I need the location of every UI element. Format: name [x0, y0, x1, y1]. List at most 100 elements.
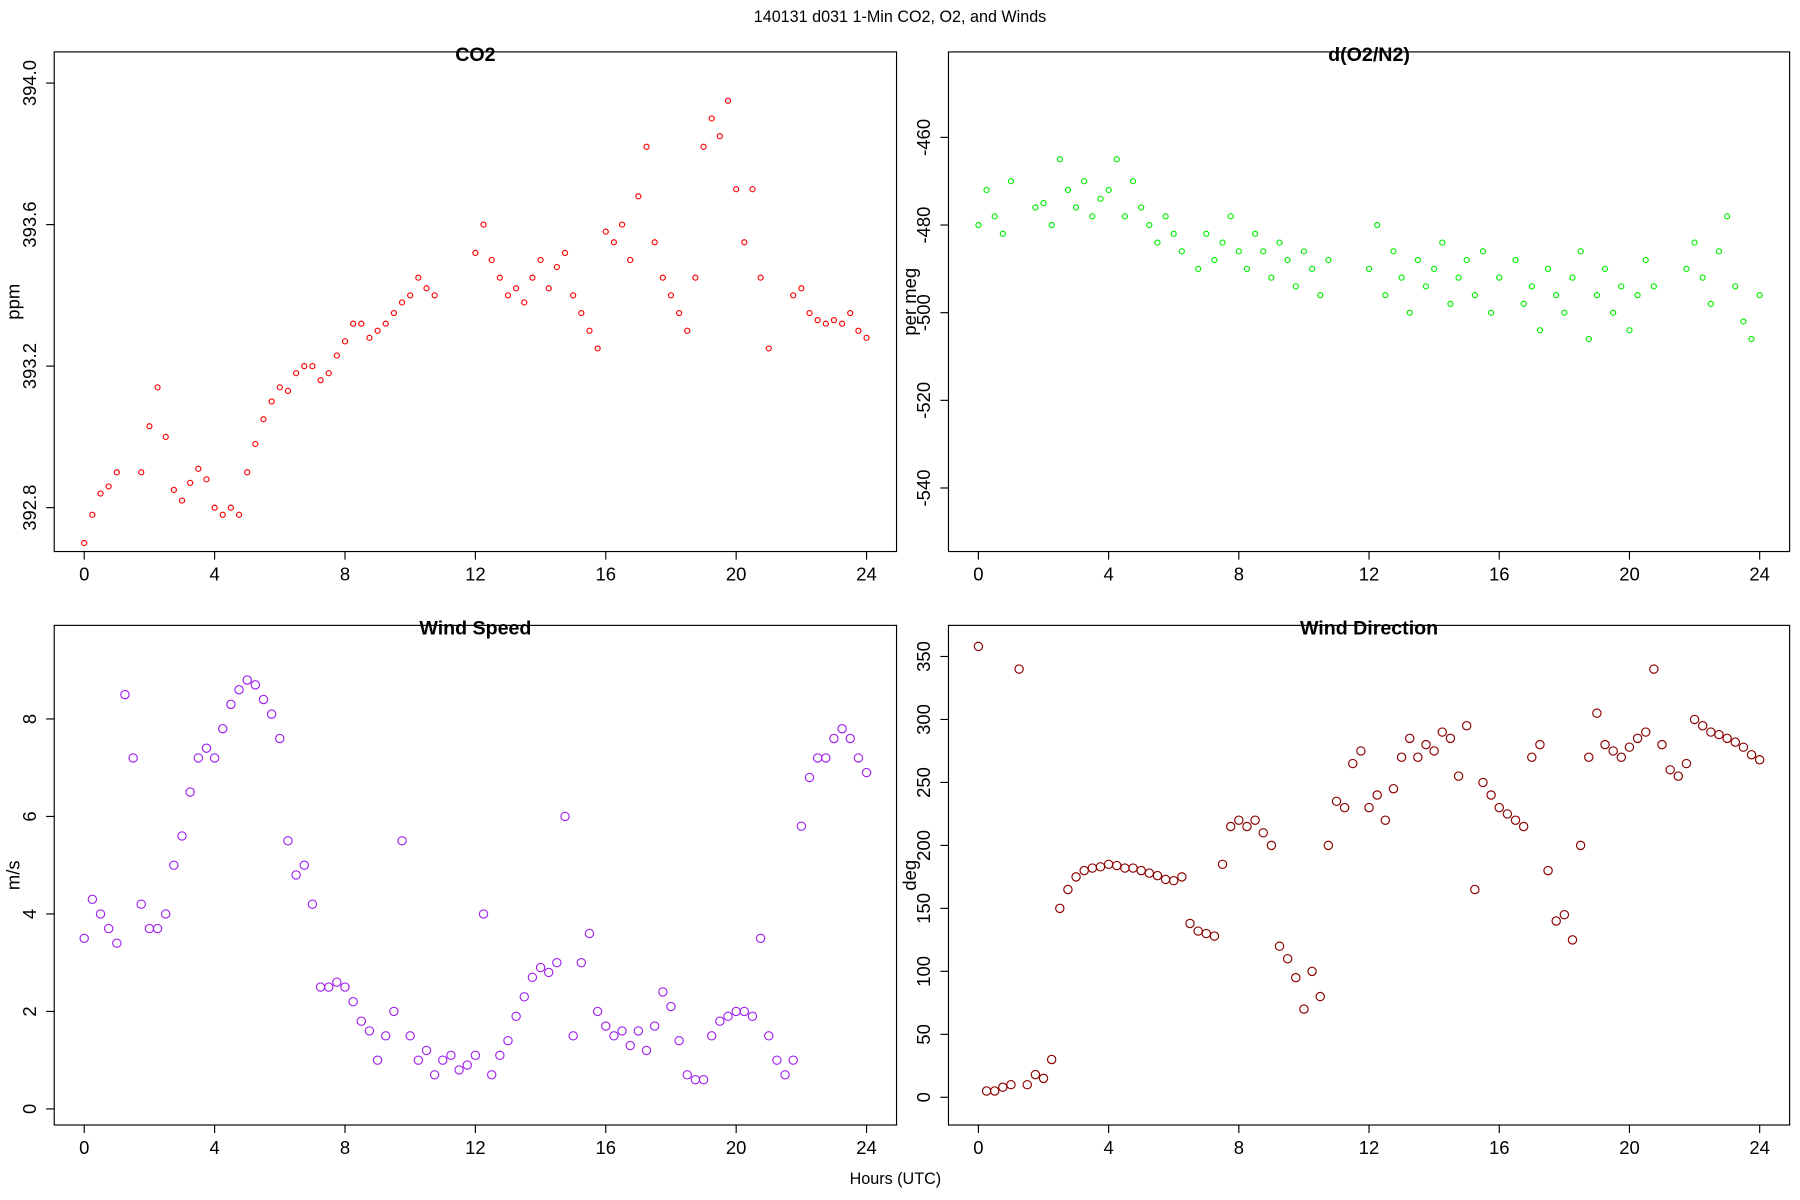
point — [1681, 758, 1692, 769]
point — [340, 982, 350, 992]
y-axis-label: ppm — [3, 284, 24, 320]
point — [1730, 737, 1740, 747]
point — [1120, 863, 1130, 873]
point — [275, 733, 285, 744]
point — [1292, 283, 1299, 290]
point — [488, 256, 495, 264]
point — [989, 1086, 1000, 1096]
point — [1746, 749, 1757, 760]
point — [1274, 941, 1285, 951]
y-tick-label: 250 — [913, 767, 934, 798]
point — [1152, 870, 1163, 881]
point — [1185, 918, 1195, 929]
point — [95, 909, 106, 919]
point — [837, 723, 847, 734]
point — [1601, 265, 1609, 272]
point — [1388, 784, 1399, 794]
point — [1567, 935, 1578, 945]
x-tick-label: 12 — [465, 1137, 486, 1158]
point — [633, 1026, 644, 1036]
x-tick-label: 20 — [1619, 563, 1640, 584]
point — [999, 230, 1006, 237]
x-tick-label: 20 — [726, 563, 747, 584]
point — [405, 1031, 415, 1041]
point — [1657, 739, 1667, 750]
point — [1300, 248, 1308, 255]
point — [211, 504, 218, 511]
point — [1348, 758, 1358, 769]
point — [609, 1031, 619, 1041]
point — [1470, 884, 1480, 895]
point — [374, 327, 381, 334]
point — [649, 1021, 660, 1031]
point — [1136, 865, 1146, 876]
point — [1087, 863, 1098, 873]
point — [1266, 840, 1277, 851]
point — [1431, 265, 1438, 272]
point — [1284, 256, 1291, 264]
point — [659, 274, 666, 281]
point — [1291, 972, 1301, 983]
point — [1512, 256, 1519, 264]
point — [103, 923, 114, 934]
point — [788, 1055, 798, 1065]
point — [1715, 248, 1723, 255]
point — [504, 292, 512, 299]
point — [423, 285, 430, 292]
point — [283, 836, 293, 846]
point — [1691, 239, 1698, 246]
point — [1642, 256, 1649, 264]
point — [1535, 739, 1545, 750]
point — [1577, 248, 1584, 255]
point — [1071, 872, 1081, 882]
point — [543, 967, 554, 978]
point — [1007, 178, 1015, 185]
point — [1276, 239, 1283, 246]
point — [1030, 1069, 1041, 1080]
point — [1365, 265, 1373, 272]
point — [749, 186, 756, 193]
point — [1081, 178, 1088, 185]
y-tick-label: 394.0 — [19, 60, 40, 106]
point — [1714, 729, 1724, 740]
point — [739, 1006, 750, 1017]
point — [1258, 828, 1268, 838]
point — [252, 440, 259, 448]
point — [1429, 746, 1439, 756]
point — [478, 909, 489, 919]
point — [1740, 318, 1747, 325]
y-tick-label: -460 — [913, 119, 934, 156]
point — [415, 274, 422, 281]
point — [674, 1035, 684, 1046]
point — [113, 469, 120, 476]
point — [1453, 771, 1464, 781]
point — [757, 274, 764, 281]
point — [146, 423, 153, 430]
point — [998, 1082, 1008, 1092]
point — [690, 1074, 701, 1085]
point — [1382, 292, 1389, 299]
point — [307, 899, 318, 909]
point — [299, 860, 309, 870]
point — [332, 977, 342, 987]
point — [627, 256, 634, 264]
point — [576, 957, 587, 968]
point — [1129, 178, 1137, 185]
point — [1032, 204, 1039, 211]
point — [658, 987, 668, 997]
point — [1396, 752, 1407, 762]
point — [1268, 274, 1275, 281]
point — [981, 1086, 992, 1096]
point — [486, 1070, 497, 1080]
x-tick-label: 8 — [1234, 563, 1244, 584]
point — [381, 1031, 391, 1041]
x-tick-label: 16 — [596, 563, 617, 584]
y-tick-label: 393.2 — [19, 343, 40, 389]
x-tick-label: 16 — [1489, 563, 1510, 584]
point — [1308, 265, 1316, 272]
point — [219, 511, 226, 518]
point — [812, 753, 823, 763]
point — [1217, 859, 1228, 870]
point — [1162, 213, 1169, 220]
point — [177, 831, 187, 841]
